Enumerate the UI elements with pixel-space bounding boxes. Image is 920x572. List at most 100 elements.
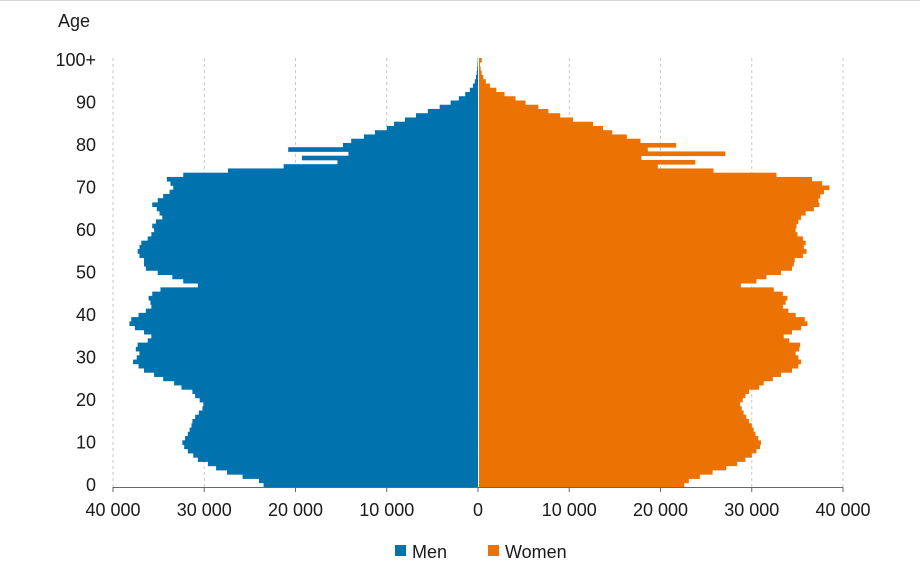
bar-men-age-61 [152,224,478,229]
bar-women-age-22 [479,389,749,394]
bar-women-age-8 [479,449,756,454]
bar-men-age-72 [167,177,478,182]
bar-women-age-37 [479,326,801,331]
bar-men-age-4 [216,466,478,471]
bar-men-age-24 [174,381,478,386]
y-tick-label: 0 [86,475,96,495]
bar-women-age-54 [479,253,803,258]
bar-women-age-40 [479,313,796,318]
bar-women-age-77 [479,156,641,161]
x-tick-label: 20 000 [268,500,323,520]
bar-women-age-61 [479,224,797,229]
bar-women-age-21 [479,394,745,399]
bar-women-age-89 [479,105,538,110]
bar-men-age-97 [477,71,478,76]
bar-women-age-75 [479,164,658,169]
bar-women-age-46 [479,287,774,292]
bar-men-age-37 [135,326,478,331]
bar-women-age-58 [479,236,803,241]
bar-men-age-95 [475,79,478,84]
bar-women-age-14 [479,423,752,428]
bar-men-age-55 [138,249,478,254]
bar-men-age-85 [394,122,478,127]
bar-men-age-96 [476,75,478,80]
bar-women-age-55 [479,249,807,254]
bar-women-age-82 [479,134,627,139]
bar-women-age-28 [479,364,798,369]
bar-men-age-45 [152,292,478,297]
bar-men-age-47 [198,283,478,288]
bar-women-age-81 [479,139,641,144]
bar-men-age-39 [131,317,478,322]
bar-men-age-34 [148,338,478,343]
bar-women-age-27 [479,368,792,373]
bar-men-age-23 [181,385,478,390]
bar-women-age-9 [479,445,760,450]
bar-women-age-24 [479,381,764,386]
bar-women-age-4 [479,466,726,471]
bar-women-age-80 [479,143,676,148]
bar-women-age-30 [479,355,798,360]
bar-men-age-20 [200,398,478,403]
bar-women-age-95 [479,79,486,84]
x-tick-label: 20 000 [633,500,688,520]
bar-women-age-88 [479,109,548,114]
bar-men-age-64 [160,211,478,216]
bar-men-age-14 [191,423,478,428]
bar-women-age-76 [479,160,695,165]
bar-men-age-89 [440,105,478,110]
bar-women-age-33 [479,343,800,348]
bar-men-age-62 [156,219,478,224]
bar-men-age-22 [192,389,478,394]
bar-women-age-74 [479,168,714,173]
bar-women-age-23 [479,385,759,390]
x-tick-label: 40 000 [85,500,140,520]
bar-women-age-45 [479,292,783,297]
bar-men-age-25 [163,377,478,382]
bar-women-age-63 [479,215,801,220]
bar-women-age-53 [479,258,795,263]
bar-men-age-93 [470,88,478,93]
bar-men-age-16 [195,415,478,420]
bar-men-age-84 [387,126,478,131]
bar-men-age-2 [243,474,478,479]
bar-men-age-18 [202,406,478,411]
bar-men-age-36 [144,330,478,335]
bar-women-age-3 [479,470,713,475]
bar-men-age-26 [154,372,478,377]
bar-women-age-10 [479,440,761,445]
bar-men-age-19 [203,402,478,407]
y-tick-label: 50 [76,263,96,283]
bar-women-age-99 [479,62,480,67]
bar-men-age-88 [428,109,478,114]
bar-men-age-65 [157,207,478,212]
bar-women-age-98 [479,66,481,71]
bar-women-age-83 [479,130,612,135]
bar-men-age-98 [477,66,478,71]
bar-men-age-69 [170,190,478,195]
bar-men-age-11 [185,436,478,441]
y-tick-label: 100+ [55,50,96,70]
bar-women-age-60 [479,228,796,233]
bar-men-age-46 [160,287,478,292]
bar-men-age-52 [144,262,478,267]
bar-men-age-6 [198,457,478,462]
bar-men-age-40 [139,313,478,318]
bar-women-age-43 [479,300,786,305]
bar-men-age-10 [182,440,478,445]
bar-men-age-9 [184,445,478,450]
bar-women-age-44 [479,296,787,301]
bar-men-age-74 [228,168,478,173]
bar-men-age-49 [172,275,478,280]
bar-women-age-38 [479,321,808,326]
bar-men-age-29 [133,360,478,365]
bar-men-age-63 [162,215,478,220]
bar-women-age-67 [479,198,818,203]
bar-women-age-35 [479,334,784,339]
bar-women-age-64 [479,211,806,216]
bar-men-age-3 [227,470,478,475]
bar-men-age-83 [375,130,478,135]
bar-women-age-41 [479,309,788,314]
bar-women-age-84 [479,126,603,131]
